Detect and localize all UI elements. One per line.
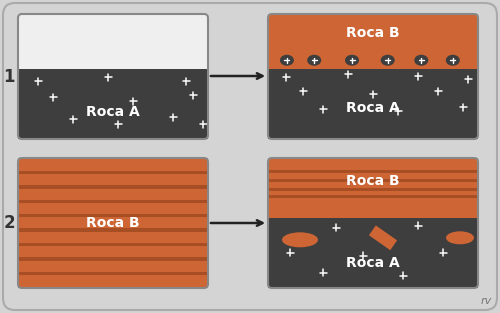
Bar xyxy=(268,52,478,69)
Text: Roca A: Roca A xyxy=(346,100,400,115)
Bar xyxy=(268,14,478,52)
Text: Roca A: Roca A xyxy=(86,105,140,119)
Text: Roca B: Roca B xyxy=(346,26,400,40)
Bar xyxy=(18,214,208,218)
Bar xyxy=(18,272,208,275)
Bar xyxy=(268,14,478,139)
Bar xyxy=(18,199,208,203)
Ellipse shape xyxy=(280,55,294,66)
Text: 1: 1 xyxy=(4,68,15,85)
Bar xyxy=(18,257,208,261)
Text: 2: 2 xyxy=(3,214,15,232)
Text: Roca A: Roca A xyxy=(346,256,400,270)
Bar xyxy=(18,69,208,139)
Bar xyxy=(18,171,208,174)
Ellipse shape xyxy=(446,231,474,244)
Ellipse shape xyxy=(307,55,321,66)
Bar xyxy=(18,185,208,189)
Bar xyxy=(268,195,478,198)
Bar xyxy=(18,14,208,69)
Ellipse shape xyxy=(282,232,318,247)
Ellipse shape xyxy=(414,55,428,66)
Bar xyxy=(268,158,478,288)
Bar xyxy=(268,179,478,182)
Ellipse shape xyxy=(446,55,460,66)
Bar xyxy=(18,228,208,232)
Text: Roca B: Roca B xyxy=(346,174,400,188)
Text: Roca B: Roca B xyxy=(86,216,140,230)
Bar xyxy=(268,170,478,173)
FancyBboxPatch shape xyxy=(3,3,497,310)
Bar xyxy=(268,158,478,218)
Polygon shape xyxy=(369,225,397,250)
Bar xyxy=(18,243,208,246)
Bar xyxy=(18,158,208,288)
Bar xyxy=(268,187,478,191)
Text: rv: rv xyxy=(481,296,492,306)
Ellipse shape xyxy=(345,55,359,66)
Ellipse shape xyxy=(380,55,394,66)
